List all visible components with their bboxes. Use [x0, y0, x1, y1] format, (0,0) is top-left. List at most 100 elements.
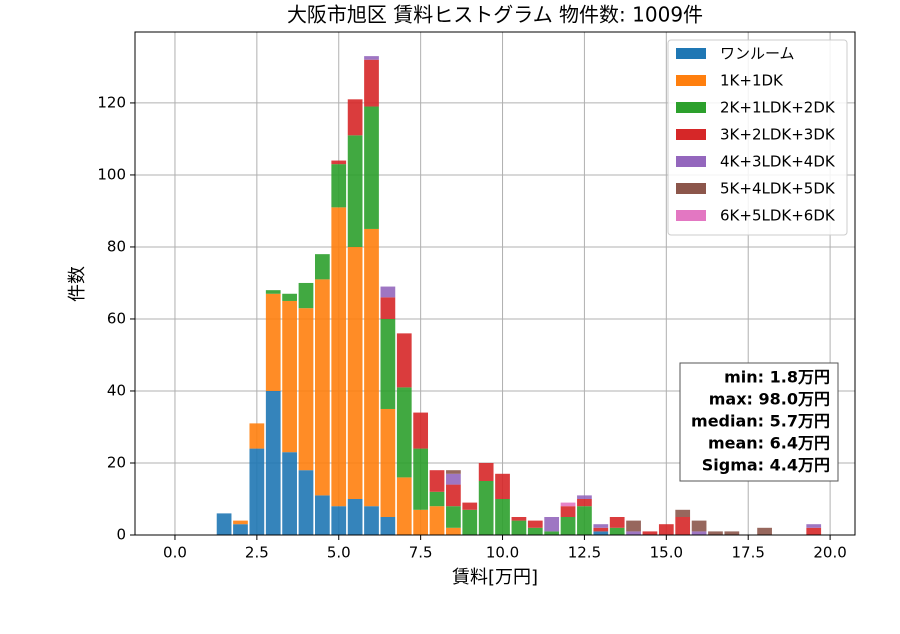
bar: [446, 473, 461, 485]
bar: [298, 470, 314, 535]
bar: [265, 390, 281, 535]
x-tick-label: 17.5: [732, 544, 765, 562]
stats-text: max: 98.0万円: [709, 390, 830, 409]
bar: [478, 462, 494, 481]
bar: [315, 495, 330, 535]
legend: [667, 39, 848, 236]
bar: [380, 286, 396, 298]
x-tick-label: 2.5: [245, 544, 269, 562]
legend-swatch: [676, 210, 706, 221]
bar: [396, 333, 412, 388]
bar: [446, 527, 461, 535]
legend-label: ワンルーム: [720, 45, 795, 63]
bar: [413, 412, 429, 449]
bar: [675, 516, 691, 535]
y-tick-label: 120: [97, 93, 126, 111]
bar: [806, 524, 822, 528]
stats-text: median: 5.7万円: [691, 412, 830, 431]
bar: [446, 470, 461, 474]
stats-box: [679, 362, 839, 482]
x-tick-label: 20.0: [813, 544, 846, 562]
bar: [593, 527, 609, 532]
bar: [691, 531, 707, 535]
bar: [577, 495, 592, 499]
bar: [233, 520, 248, 525]
bar: [249, 448, 265, 535]
bar: [593, 531, 609, 535]
bar: [429, 470, 445, 492]
bar: [331, 506, 347, 535]
bar: [298, 308, 314, 471]
bar: [315, 254, 330, 280]
bar: [364, 59, 379, 107]
bar: [265, 293, 281, 391]
bar: [429, 506, 445, 535]
bar: [544, 516, 560, 532]
bar: [364, 106, 379, 229]
bar: [527, 520, 543, 528]
bar: [233, 524, 248, 535]
bar: [560, 502, 576, 507]
bar: [560, 516, 576, 535]
bar: [298, 282, 314, 309]
bar: [380, 408, 396, 517]
bar: [577, 498, 592, 507]
bar: [331, 207, 347, 507]
bar: [396, 477, 412, 535]
bar: [265, 290, 281, 294]
bar: [429, 491, 445, 507]
bar: [642, 531, 658, 535]
plot-frame: [134, 31, 856, 536]
bar: [315, 279, 330, 496]
y-tick-label: 40: [107, 381, 126, 399]
legend-swatch: [676, 129, 706, 140]
bar: [626, 520, 641, 532]
legend-swatch: [676, 102, 706, 113]
bar: [511, 520, 527, 535]
bar: [396, 387, 412, 478]
legend-swatch: [676, 75, 706, 86]
legend-label: 4K+3LDK+4DK: [720, 153, 836, 171]
stats-text: Sigma: 4.4万円: [702, 456, 830, 475]
bar: [478, 480, 494, 535]
bar: [249, 423, 265, 449]
bar: [347, 498, 363, 535]
legend-label: 3K+2LDK+3DK: [720, 126, 836, 144]
stats-text: mean: 6.4万円: [708, 434, 830, 453]
legend-swatch: [676, 156, 706, 167]
bar: [380, 516, 396, 535]
bar: [708, 531, 723, 535]
bar: [446, 506, 461, 528]
x-axis-label: 賃料[万円]: [452, 567, 538, 588]
x-tick-label: 10.0: [486, 544, 519, 562]
bar: [446, 484, 461, 507]
bar: [462, 509, 478, 535]
y-tick-label: 100: [97, 165, 126, 183]
bar: [364, 56, 379, 60]
bar: [675, 509, 691, 517]
y-tick-label: 60: [107, 309, 126, 327]
bar: [511, 516, 527, 521]
y-axis-label: 件数: [67, 266, 88, 302]
x-tick-label: 12.5: [568, 544, 601, 562]
bar: [593, 524, 609, 528]
bar: [364, 506, 379, 535]
bar: [691, 520, 707, 532]
x-tick-label: 7.5: [409, 544, 433, 562]
bar: [331, 160, 347, 165]
bar: [544, 531, 560, 535]
bar: [495, 473, 510, 499]
legend-label: 2K+1LDK+2DK: [720, 99, 836, 117]
bar: [364, 228, 379, 507]
legend-label: 6K+5LDK+6DK: [720, 207, 836, 225]
bar: [282, 452, 297, 535]
bar: [216, 513, 232, 535]
bar: [495, 498, 510, 535]
bar: [347, 99, 363, 136]
y-tick-label: 20: [107, 453, 126, 471]
bar: [658, 524, 674, 535]
bar: [347, 246, 363, 499]
bar: [577, 506, 592, 535]
y-tick-label: 0: [116, 526, 126, 544]
